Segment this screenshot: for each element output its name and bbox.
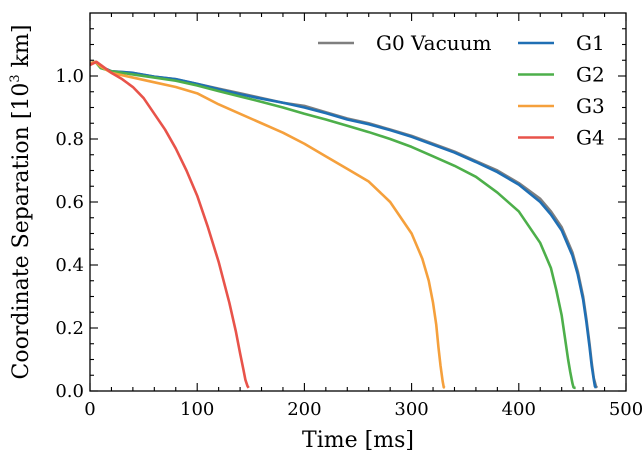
series-line-g4: [89, 60, 250, 389]
y-axis-title-prefix: Coordinate Separation [10: [9, 83, 34, 380]
legend-label-g3: G3: [576, 94, 605, 118]
legend-label-g0-vacuum: G0 Vacuum: [376, 31, 492, 55]
series-line-g2: [89, 60, 576, 390]
y-axis-title-suffix: km]: [9, 25, 34, 75]
plot-frame: [89, 12, 627, 392]
x-tick-label: 500: [609, 399, 642, 420]
y-tick-label: 1.0: [55, 66, 84, 87]
ticks-layer: 0 100 200 300 400 500 0.0 0.2 0.4 0.6 0.8 1.0: [55, 13, 642, 420]
legend-label-g2: G2: [576, 63, 605, 87]
legend-label-g4: G4: [576, 126, 605, 150]
x-tick-label: 300: [394, 399, 428, 420]
y-tick-label: 0.6: [55, 192, 84, 213]
x-tick-label: 100: [180, 399, 214, 420]
series-line-g1: [89, 60, 598, 389]
x-tick-label: 0: [84, 399, 95, 420]
legend-label-g1: G1: [576, 31, 605, 55]
x-axis-title: Time [ms]: [302, 428, 414, 453]
series-layer: [89, 60, 599, 390]
y-tick-label: 0.4: [55, 255, 84, 276]
x-tick-label: 200: [287, 399, 321, 420]
y-axis-title-superscript: 3: [8, 74, 23, 82]
y-tick-label: 0.0: [55, 381, 84, 402]
series-line-g3: [89, 60, 446, 389]
y-tick-label: 0.2: [55, 318, 84, 339]
legend: G0 Vacuum G1 G2 G3 G4: [318, 31, 605, 150]
series-line-g0-vacuum: [89, 60, 599, 389]
y-axis-title: Coordinate Separation [103 km]: [8, 25, 34, 380]
y-tick-label: 0.8: [55, 129, 84, 150]
x-tick-label: 400: [502, 399, 536, 420]
